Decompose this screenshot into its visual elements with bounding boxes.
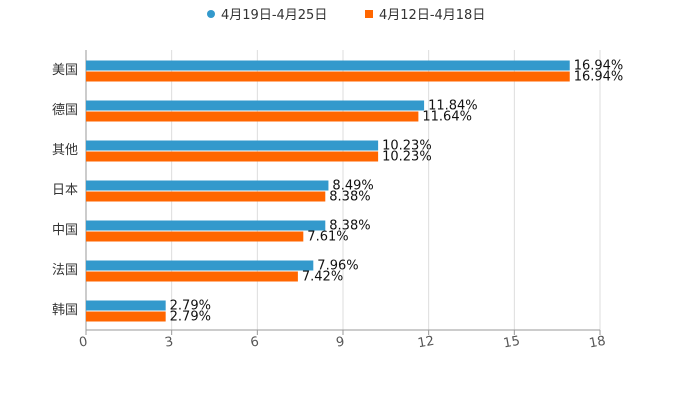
data-label-series-2-5: 7.42%: [302, 270, 343, 285]
bar-series-2-3: [86, 191, 326, 202]
bar-series-1-1: [86, 100, 425, 111]
bar-series-1-4: [86, 220, 326, 231]
legend: 4月19日-4月25日 4月12日-4月18日: [0, 4, 700, 23]
x-tick-label-18: 18: [588, 334, 607, 352]
category-label-0: 美国: [52, 63, 78, 78]
data-label-series-2-6: 2.79%: [170, 310, 211, 325]
legend-item-series-2[interactable]: 4月12日-4月18日: [365, 4, 485, 23]
x-tick-label-6: 6: [249, 334, 260, 350]
bar-series-1-0: [86, 60, 570, 71]
legend-item-series-1[interactable]: 4月19日-4月25日: [207, 4, 327, 23]
data-label-series-2-2: 10.23%: [382, 150, 432, 165]
bar-series-2-1: [86, 111, 419, 122]
legend-square-marker: [365, 9, 373, 18]
data-label-series-1-6: 2.79%: [170, 299, 211, 314]
data-label-series-1-5: 7.96%: [317, 259, 358, 274]
bar-series-1-2: [86, 140, 379, 151]
bar-series-1-3: [86, 180, 329, 191]
x-tick-label-12: 12: [417, 334, 436, 352]
legend-label-series-2: 4月12日-4月18日: [379, 8, 486, 23]
legend-label-series-1: 4月19日-4月25日: [221, 8, 328, 23]
data-label-series-2-1: 11.64%: [422, 110, 472, 125]
category-label-6: 韩国: [52, 303, 78, 318]
bar-series-2-2: [86, 151, 379, 162]
x-tick-label-15: 15: [502, 334, 521, 352]
category-label-4: 中国: [52, 223, 78, 238]
data-label-series-2-0: 16.94%: [574, 70, 624, 85]
bar-series-1-6: [86, 300, 166, 311]
bar-series-1-5: [86, 260, 314, 271]
category-label-5: 法国: [52, 263, 78, 278]
x-tick-label-3: 3: [164, 334, 175, 350]
category-label-2: 其他: [52, 143, 78, 158]
data-label-series-1-0: 16.94%: [574, 59, 624, 74]
data-label-series-1-4: 8.38%: [329, 219, 370, 234]
category-label-1: 德国: [52, 103, 78, 118]
bar-series-2-0: [86, 71, 570, 82]
data-label-series-1-1: 11.84%: [428, 99, 478, 114]
data-label-series-1-2: 10.23%: [382, 139, 432, 154]
data-label-series-1-3: 8.49%: [332, 179, 373, 194]
legend-circle-marker: [207, 9, 215, 18]
bar-series-2-5: [86, 271, 298, 282]
bar-series-2-4: [86, 231, 304, 242]
bar-series-2-6: [86, 311, 166, 322]
data-label-series-2-3: 8.38%: [329, 190, 370, 205]
data-label-series-2-4: 7.61%: [307, 230, 348, 245]
category-label-3: 日本: [52, 183, 78, 198]
x-tick-label-0: 0: [78, 334, 89, 350]
x-tick-label-9: 9: [335, 334, 346, 350]
